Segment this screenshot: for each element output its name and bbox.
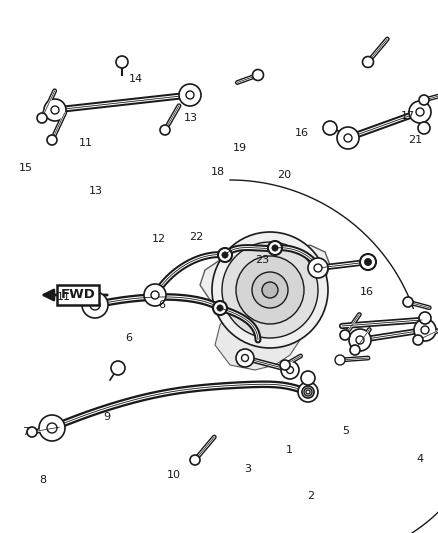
Circle shape <box>47 423 57 433</box>
Circle shape <box>363 56 374 68</box>
Text: 17: 17 <box>401 111 415 121</box>
Circle shape <box>218 248 232 262</box>
Circle shape <box>144 284 166 306</box>
Circle shape <box>190 455 200 465</box>
Circle shape <box>344 134 352 142</box>
Circle shape <box>301 371 315 385</box>
Circle shape <box>403 297 413 307</box>
Text: 13: 13 <box>184 114 198 123</box>
Circle shape <box>421 326 429 334</box>
Text: 16: 16 <box>360 287 374 297</box>
Text: 19: 19 <box>233 143 247 153</box>
Circle shape <box>252 69 264 80</box>
Circle shape <box>349 329 371 351</box>
Text: 10: 10 <box>167 471 181 480</box>
Circle shape <box>413 335 423 345</box>
Circle shape <box>241 354 248 361</box>
Circle shape <box>116 56 128 68</box>
Circle shape <box>222 242 318 338</box>
Circle shape <box>306 390 310 394</box>
Circle shape <box>27 427 37 437</box>
Circle shape <box>213 301 227 315</box>
Circle shape <box>151 291 159 299</box>
Circle shape <box>90 300 100 310</box>
Text: FWD: FWD <box>60 288 95 302</box>
Text: 4: 4 <box>417 455 424 464</box>
Circle shape <box>222 252 228 258</box>
Circle shape <box>281 361 299 379</box>
Text: 1: 1 <box>286 446 293 455</box>
Circle shape <box>186 91 194 99</box>
Text: 12: 12 <box>152 234 166 244</box>
Circle shape <box>217 305 223 311</box>
Text: 11: 11 <box>78 138 92 148</box>
Circle shape <box>419 95 429 105</box>
Circle shape <box>337 127 359 149</box>
Text: 20: 20 <box>277 170 291 180</box>
Circle shape <box>419 312 431 324</box>
Text: 21: 21 <box>408 135 422 144</box>
Circle shape <box>272 245 278 251</box>
Circle shape <box>37 113 47 123</box>
Text: 14: 14 <box>129 74 143 84</box>
Text: 6: 6 <box>159 300 166 310</box>
Circle shape <box>364 259 371 265</box>
Text: 8: 8 <box>39 475 46 484</box>
Circle shape <box>111 361 125 375</box>
Circle shape <box>302 386 314 398</box>
Polygon shape <box>200 245 330 318</box>
Circle shape <box>252 272 288 308</box>
Circle shape <box>418 122 430 134</box>
Circle shape <box>356 336 364 344</box>
Circle shape <box>236 349 254 367</box>
Circle shape <box>409 101 431 123</box>
Text: 13: 13 <box>88 186 102 196</box>
Circle shape <box>340 330 350 340</box>
Circle shape <box>414 319 436 341</box>
Circle shape <box>179 84 201 106</box>
Circle shape <box>262 282 278 298</box>
Text: 11: 11 <box>57 293 71 302</box>
Text: 3: 3 <box>244 464 251 474</box>
Text: 2: 2 <box>307 491 314 500</box>
Circle shape <box>335 355 345 365</box>
Circle shape <box>308 258 328 278</box>
Circle shape <box>286 367 293 374</box>
Circle shape <box>268 241 282 255</box>
Circle shape <box>47 135 57 145</box>
Polygon shape <box>215 310 300 370</box>
Circle shape <box>82 292 108 318</box>
Circle shape <box>416 108 424 116</box>
Circle shape <box>160 125 170 135</box>
Text: 15: 15 <box>18 163 32 173</box>
Circle shape <box>39 415 65 441</box>
Text: 7: 7 <box>22 427 29 437</box>
Circle shape <box>280 360 290 370</box>
Circle shape <box>360 254 376 270</box>
Circle shape <box>304 388 312 396</box>
Text: 6: 6 <box>126 334 133 343</box>
Circle shape <box>236 256 304 324</box>
Circle shape <box>298 382 318 402</box>
Circle shape <box>323 121 337 135</box>
Circle shape <box>51 106 59 114</box>
Text: 9: 9 <box>104 412 111 422</box>
Circle shape <box>44 99 66 121</box>
Circle shape <box>314 264 322 272</box>
Text: 22: 22 <box>189 232 203 242</box>
Circle shape <box>212 232 328 348</box>
Text: 16: 16 <box>294 128 308 138</box>
Circle shape <box>350 345 360 355</box>
Text: 23: 23 <box>255 255 269 265</box>
Text: 18: 18 <box>211 167 225 176</box>
Text: 5: 5 <box>343 426 350 435</box>
